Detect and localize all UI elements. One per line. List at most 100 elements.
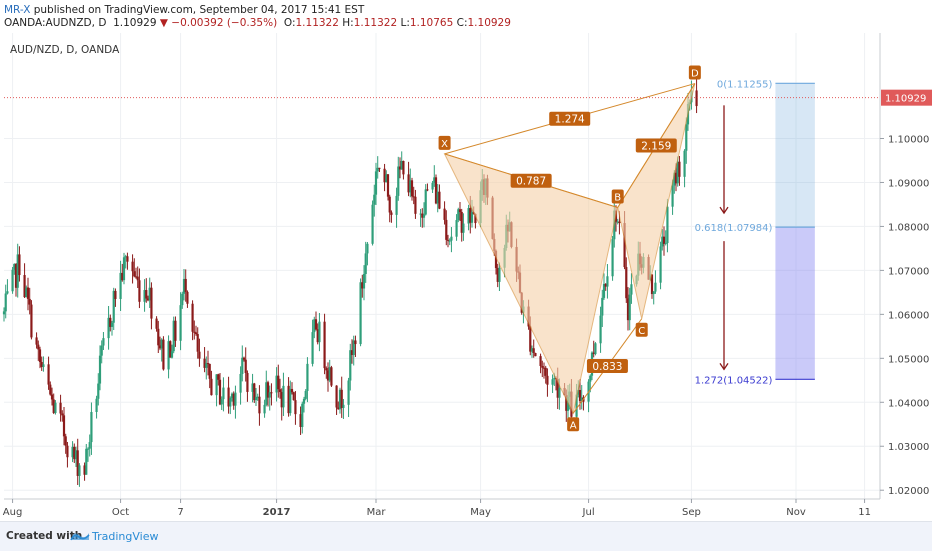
candle bbox=[314, 311, 318, 331]
candle bbox=[378, 167, 381, 173]
candle-body bbox=[316, 329, 319, 343]
candle-body bbox=[193, 331, 196, 333]
candle bbox=[652, 291, 655, 305]
candle bbox=[52, 393, 55, 415]
candle bbox=[445, 210, 448, 246]
candle-body bbox=[577, 389, 580, 395]
candle bbox=[678, 155, 681, 186]
candle bbox=[446, 234, 450, 248]
candle bbox=[616, 218, 619, 225]
candle bbox=[162, 336, 165, 371]
candle bbox=[263, 399, 266, 418]
candle-body bbox=[673, 172, 676, 186]
candle-body bbox=[611, 239, 614, 277]
price-tick-label: 1.07000 bbox=[888, 266, 929, 277]
candle bbox=[246, 370, 249, 402]
candle bbox=[373, 184, 376, 217]
candle bbox=[338, 387, 342, 414]
candle bbox=[316, 323, 319, 345]
open-label: O: bbox=[283, 17, 296, 29]
candle bbox=[498, 262, 501, 291]
candle bbox=[74, 446, 78, 467]
candle-body bbox=[146, 298, 150, 301]
candle-body bbox=[325, 368, 328, 371]
candle-body bbox=[14, 264, 18, 288]
candle-body bbox=[462, 223, 465, 233]
candle bbox=[412, 186, 415, 205]
candle-body bbox=[107, 317, 110, 339]
candle-body bbox=[203, 358, 206, 368]
candle-body bbox=[230, 393, 234, 399]
candle bbox=[71, 441, 74, 463]
candle bbox=[37, 340, 40, 361]
candle bbox=[179, 292, 182, 351]
time-tick-label: Aug bbox=[3, 507, 23, 518]
candle bbox=[227, 376, 230, 414]
candle bbox=[124, 254, 127, 269]
candle-body bbox=[323, 321, 326, 369]
candle-body bbox=[119, 272, 122, 299]
author-name[interactable]: MR-X bbox=[4, 4, 31, 16]
candle-body bbox=[229, 398, 232, 407]
candle-body bbox=[290, 388, 294, 393]
candle bbox=[626, 287, 630, 331]
candle-body bbox=[62, 415, 66, 437]
candle-body bbox=[326, 370, 330, 381]
tradingview-logo-icon[interactable] bbox=[70, 528, 90, 542]
candle bbox=[95, 395, 98, 419]
candle bbox=[194, 325, 198, 336]
candle bbox=[625, 257, 628, 303]
target-level-label: 0(1.11255) bbox=[717, 79, 773, 90]
candle-body bbox=[436, 191, 439, 204]
candle-body bbox=[241, 357, 244, 374]
candle-body bbox=[306, 363, 309, 391]
candle bbox=[376, 156, 379, 179]
candle-body bbox=[110, 322, 114, 327]
candle-body bbox=[539, 356, 542, 367]
candle-body bbox=[446, 239, 450, 241]
candle-body bbox=[52, 399, 55, 413]
candle-body bbox=[592, 352, 595, 355]
candle bbox=[496, 263, 499, 288]
price-chart[interactable]: 0(1.11255) 0.618(1.07984) 1.272(1.04522) 1… bbox=[0, 33, 932, 521]
ratio-badge bbox=[586, 359, 628, 374]
candle bbox=[229, 396, 232, 415]
candle bbox=[302, 396, 306, 413]
candle-body bbox=[23, 275, 26, 298]
candle bbox=[86, 447, 90, 462]
candle-body bbox=[412, 196, 415, 198]
last-price: 1.10929 bbox=[113, 17, 157, 29]
candle bbox=[325, 366, 328, 379]
candle bbox=[232, 391, 235, 410]
candle bbox=[169, 340, 172, 358]
candle bbox=[683, 149, 686, 188]
candle bbox=[685, 117, 688, 164]
candle bbox=[4, 284, 7, 319]
candle-body bbox=[114, 290, 117, 299]
candle bbox=[433, 165, 436, 187]
candle bbox=[73, 443, 76, 464]
candle-body bbox=[169, 341, 172, 358]
publish-info: MR-X published on TradingView.com, Septe… bbox=[4, 4, 364, 16]
candle-body bbox=[35, 337, 38, 345]
price-tick-label: 1.08000 bbox=[888, 222, 929, 233]
pattern-point-label: X bbox=[441, 139, 448, 150]
candle-body bbox=[266, 382, 270, 398]
candle-body bbox=[64, 436, 67, 446]
candle bbox=[374, 162, 378, 206]
candle-body bbox=[158, 345, 162, 349]
candle bbox=[268, 385, 271, 411]
candle-body bbox=[2, 311, 6, 315]
candle bbox=[138, 268, 141, 309]
candle bbox=[54, 400, 57, 415]
candle-body bbox=[66, 445, 69, 458]
candle-body bbox=[258, 396, 261, 414]
candle bbox=[390, 210, 393, 223]
tradingview-link[interactable]: TradingView bbox=[92, 530, 159, 543]
candle bbox=[38, 346, 42, 369]
candle bbox=[362, 265, 366, 301]
candle bbox=[306, 357, 309, 403]
candle-body bbox=[604, 283, 607, 287]
candle-body bbox=[458, 209, 462, 212]
candle-body bbox=[109, 317, 112, 327]
